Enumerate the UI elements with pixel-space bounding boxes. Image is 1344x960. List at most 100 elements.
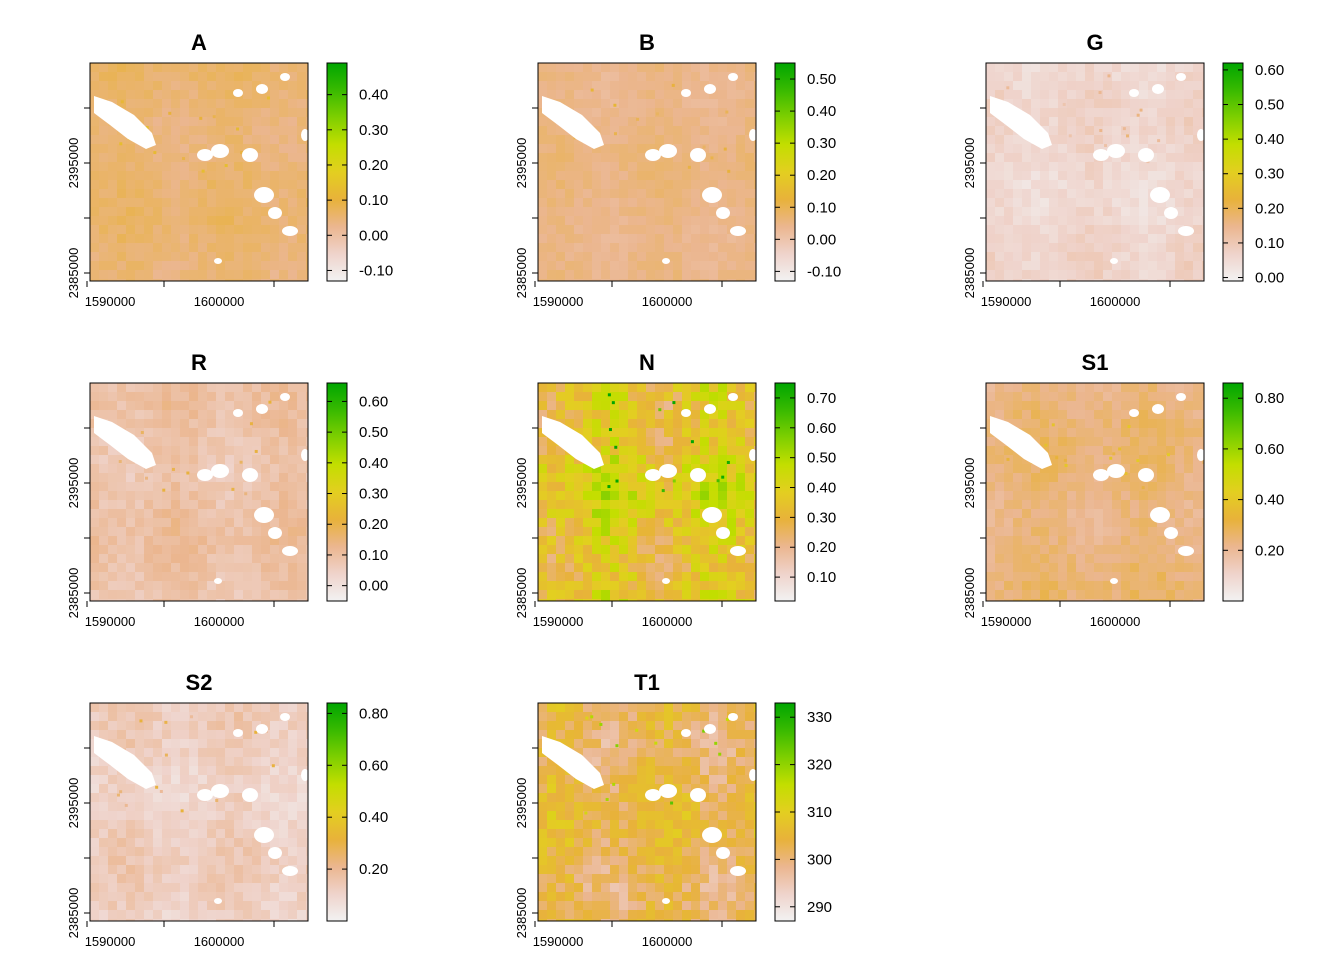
raster-cell: [117, 554, 127, 564]
raster-speckle: [118, 460, 122, 464]
raster-cell: [664, 126, 674, 136]
raster-cell: [216, 126, 226, 136]
raster-cell: [90, 590, 100, 600]
raster-cell: [243, 820, 253, 830]
nodata-patch: [301, 449, 308, 461]
raster-cell: [673, 437, 683, 447]
raster-cell: [270, 892, 280, 902]
raster-cell: [207, 739, 217, 749]
raster-cell: [745, 482, 755, 492]
raster-cell: [565, 180, 575, 190]
raster-cell: [1004, 482, 1014, 492]
raster-cell: [234, 482, 244, 492]
raster-cell: [592, 491, 602, 501]
raster-cell: [270, 901, 280, 911]
raster-cell: [565, 419, 575, 429]
x-tick-label: 1600000: [642, 614, 693, 629]
raster-cell: [646, 554, 656, 564]
raster-cell: [556, 234, 566, 244]
raster-cell: [1022, 419, 1032, 429]
raster-cell: [216, 766, 226, 776]
raster-cell: [1067, 473, 1077, 483]
raster-cell: [1157, 234, 1167, 244]
raster-cell: [198, 730, 208, 740]
raster-cell: [1103, 428, 1113, 438]
nodata-patch: [1152, 84, 1164, 94]
raster-cell: [180, 162, 190, 172]
raster-cell: [986, 216, 996, 226]
raster-cell: [306, 883, 308, 893]
raster-cell: [306, 63, 308, 73]
raster-cell: [288, 856, 298, 866]
raster-cell: [583, 527, 593, 537]
raster-image: [90, 703, 308, 921]
raster-cell: [1202, 162, 1204, 172]
raster-cell: [171, 590, 181, 600]
raster-cell: [538, 572, 548, 582]
raster-cell: [1175, 126, 1185, 136]
raster-cell: [1067, 270, 1077, 280]
raster-cell: [288, 135, 298, 145]
raster-cell: [1175, 117, 1185, 127]
raster-cell: [135, 90, 145, 100]
raster-cell: [270, 419, 280, 429]
raster-cell: [700, 599, 710, 601]
raster-cell: [1040, 153, 1050, 163]
raster-cell: [700, 63, 710, 73]
raster-cell: [171, 865, 181, 875]
raster-cell: [261, 590, 271, 600]
raster-cell: [207, 198, 217, 208]
raster-cell: [1067, 216, 1077, 226]
raster-cell: [754, 90, 756, 100]
raster-cell: [664, 63, 674, 73]
raster-cell: [153, 482, 163, 492]
nodata-patch: [645, 469, 661, 481]
raster-cell: [171, 419, 181, 429]
raster-cell: [261, 910, 271, 920]
raster-cell: [243, 198, 253, 208]
raster-cell: [655, 428, 665, 438]
raster-speckle: [721, 475, 725, 479]
y-tick-label: 2385000: [66, 568, 81, 619]
raster-cell: [556, 180, 566, 190]
raster-cell: [252, 590, 262, 600]
raster-cell: [234, 428, 244, 438]
raster-cell: [1040, 99, 1050, 109]
raster-cell: [583, 464, 593, 474]
raster-cell: [628, 162, 638, 172]
raster-cell: [745, 81, 755, 91]
raster-cell: [628, 63, 638, 73]
raster-cell: [117, 198, 127, 208]
raster-cell: [1121, 437, 1131, 447]
raster-cell: [108, 892, 118, 902]
raster-cell: [727, 419, 737, 429]
raster-cell: [288, 279, 298, 281]
raster-cell: [117, 234, 127, 244]
raster-cell: [1112, 243, 1122, 253]
raster-cell: [1184, 189, 1194, 199]
raster-cell: [1013, 252, 1023, 262]
raster-cell: [1031, 383, 1041, 393]
raster-cell: [1121, 63, 1131, 73]
raster-cell: [279, 153, 289, 163]
raster-cell: [1040, 234, 1050, 244]
raster-cell: [637, 446, 647, 456]
raster-cell: [986, 536, 996, 546]
raster-cell: [1175, 216, 1185, 226]
raster-cell: [225, 865, 235, 875]
raster-cell: [583, 599, 593, 601]
nodata-patch: [704, 404, 716, 414]
raster-cell: [610, 527, 620, 537]
raster-cell: [538, 730, 548, 740]
raster-cell: [1004, 198, 1014, 208]
raster-cell: [574, 216, 584, 226]
raster-cell: [297, 72, 307, 82]
raster-cell: [718, 126, 728, 136]
raster-cell: [1193, 279, 1203, 281]
raster-cell: [718, 90, 728, 100]
raster-cell: [736, 428, 746, 438]
raster-cell: [180, 721, 190, 731]
raster-cell: [1157, 207, 1167, 217]
raster-cell: [1139, 180, 1149, 190]
